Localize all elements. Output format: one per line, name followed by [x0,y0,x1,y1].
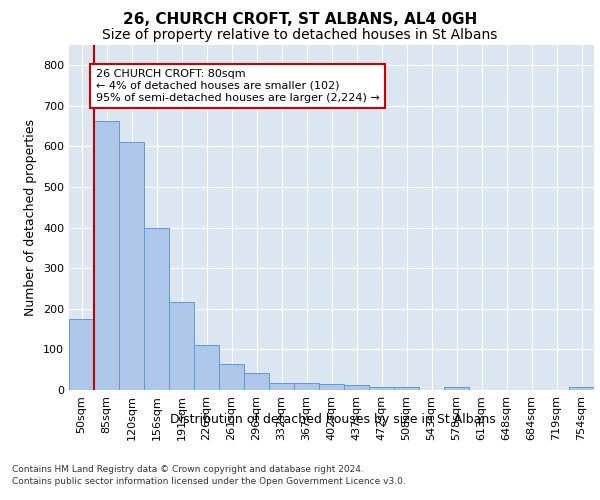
Bar [319,384,344,390]
Text: 26 CHURCH CROFT: 80sqm
← 4% of detached houses are smaller (102)
95% of semi-det: 26 CHURCH CROFT: 80sqm ← 4% of detached … [96,70,380,102]
Text: Contains public sector information licensed under the Open Government Licence v3: Contains public sector information licen… [12,478,406,486]
Bar [219,364,244,390]
Bar [169,302,194,390]
Bar [369,387,394,390]
Text: Contains HM Land Registry data © Crown copyright and database right 2024.: Contains HM Land Registry data © Crown c… [12,465,364,474]
Text: Size of property relative to detached houses in St Albans: Size of property relative to detached ho… [103,28,497,42]
Bar [394,387,419,390]
Bar [144,228,169,390]
Bar [69,319,94,390]
Bar [569,387,594,390]
Bar [269,382,294,390]
Bar [119,142,144,390]
Bar [194,346,219,390]
Text: Distribution of detached houses by size in St Albans: Distribution of detached houses by size … [170,412,496,426]
Bar [444,387,469,390]
Y-axis label: Number of detached properties: Number of detached properties [25,119,37,316]
Bar [94,122,119,390]
Bar [294,383,319,390]
Bar [344,384,369,390]
Bar [244,372,269,390]
Text: 26, CHURCH CROFT, ST ALBANS, AL4 0GH: 26, CHURCH CROFT, ST ALBANS, AL4 0GH [123,12,477,28]
